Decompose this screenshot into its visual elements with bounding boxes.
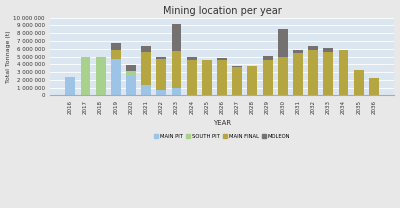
Bar — [111, 59, 121, 95]
Bar — [172, 88, 182, 95]
Bar — [126, 65, 136, 71]
Bar — [323, 48, 333, 52]
Bar — [217, 61, 227, 95]
Bar — [80, 57, 90, 95]
Bar — [202, 61, 212, 95]
Bar — [323, 52, 333, 95]
Bar — [308, 50, 318, 95]
Bar — [248, 66, 257, 95]
Y-axis label: Total Tonnage (t): Total Tonnage (t) — [6, 30, 10, 83]
Bar — [111, 50, 121, 59]
Bar — [141, 84, 151, 95]
X-axis label: YEAR: YEAR — [213, 120, 231, 126]
Bar — [141, 46, 151, 52]
Bar — [96, 57, 106, 95]
Bar — [232, 67, 242, 95]
Bar — [278, 29, 288, 57]
Bar — [202, 60, 212, 61]
Bar — [308, 46, 318, 50]
Bar — [141, 52, 151, 84]
Bar — [156, 90, 166, 95]
Bar — [217, 58, 227, 61]
Bar — [126, 71, 136, 76]
Bar — [156, 57, 166, 59]
Bar — [156, 59, 166, 90]
Bar — [232, 66, 242, 67]
Bar — [187, 57, 197, 61]
Bar — [354, 70, 364, 95]
Bar — [65, 77, 75, 95]
Legend: MAIN PIT, SOUTH PIT, MAIN FINAL, MOLEON: MAIN PIT, SOUTH PIT, MAIN FINAL, MOLEON — [152, 132, 292, 141]
Bar — [187, 61, 197, 95]
Bar — [172, 24, 182, 51]
Bar — [293, 50, 303, 53]
Bar — [263, 56, 272, 61]
Bar — [369, 78, 379, 95]
Bar — [293, 53, 303, 95]
Bar — [172, 51, 182, 88]
Bar — [278, 57, 288, 95]
Title: Mining location per year: Mining location per year — [163, 6, 282, 16]
Bar — [338, 50, 348, 95]
Bar — [263, 61, 272, 95]
Bar — [126, 76, 136, 95]
Bar — [111, 43, 121, 50]
